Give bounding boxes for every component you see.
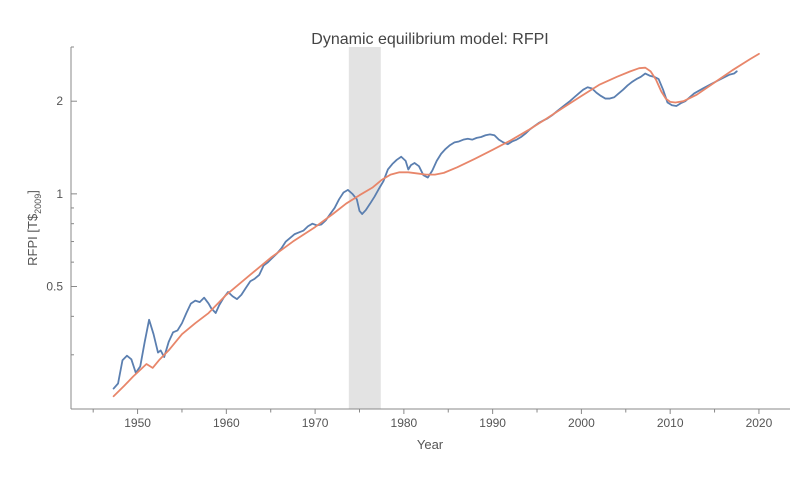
y-tick-label: 1	[56, 187, 63, 201]
y-tick-label: 2	[56, 94, 63, 108]
x-axis: 1950 1960 1970 1980 1990 2000 2010 2020	[71, 408, 790, 430]
x-tick-label: 1990	[479, 416, 506, 430]
x-tick-label: 2020	[746, 416, 773, 430]
y-axis-title-subscript: 2009	[33, 194, 43, 214]
y-axis-title-base: RFPI [T$	[25, 213, 40, 266]
y-axis-title-close: ]	[25, 190, 40, 194]
x-tick-label: 1950	[124, 416, 151, 430]
shaded-regions	[348, 47, 381, 409]
x-tick-label: 2010	[657, 416, 684, 430]
x-tick-label: 1960	[213, 416, 240, 430]
y-axis: 0.5 1 2	[46, 46, 77, 409]
series-line-data	[112, 70, 738, 390]
y-axis-title: RFPI [T$2009]	[25, 190, 43, 266]
chart-title: Dynamic equilibrium model: RFPI	[311, 31, 548, 48]
x-tick-label: 1980	[391, 416, 418, 430]
y-tick-label: 0.5	[46, 280, 63, 294]
series-layer	[112, 52, 760, 398]
shaded-region	[348, 47, 381, 409]
x-tick-label: 1970	[302, 416, 329, 430]
x-axis-title: Year	[417, 437, 444, 452]
x-tick-label: 2000	[568, 416, 595, 430]
series-line-model	[112, 52, 760, 398]
